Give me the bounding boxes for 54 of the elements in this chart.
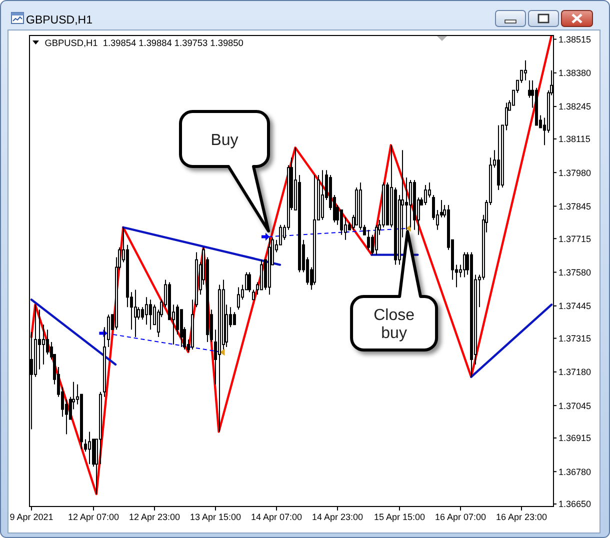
x-tick-label: 12 Apr 23:00 [128, 512, 180, 522]
candlestick [528, 80, 531, 98]
y-tick-label: 1.37445 [558, 301, 592, 312]
candlestick [237, 286, 240, 310]
candlestick [463, 252, 466, 278]
candlestick [42, 324, 45, 365]
annotation: Buy [210, 132, 238, 149]
candlestick [137, 306, 140, 320]
candlestick [84, 438, 87, 452]
y-tick-label: 1.37045 [558, 400, 592, 411]
x-tick-label: 14 Apr 07:00 [250, 512, 302, 522]
candlestick [424, 184, 427, 206]
y-tick-label: 1.37180 [558, 367, 592, 378]
candlestick [233, 312, 236, 326]
candlestick [134, 289, 137, 338]
y-tick-label: 1.37845 [558, 201, 592, 212]
candlestick [409, 180, 412, 228]
y-tick-label: 1.38115 [558, 134, 590, 144]
y-tick-label: 1.38380 [558, 68, 592, 78]
candlestick [145, 296, 148, 326]
x-tick-label: 16 Apr 23:00 [496, 512, 548, 522]
y-tick-label: 1.38245 [558, 102, 592, 112]
y-tick-label: 1.37715 [558, 234, 592, 244]
x-tick-label: 15 Apr 15:00 [374, 512, 426, 522]
candlestick [88, 431, 91, 465]
chart-subtitle: GBPUSD,H1 1.39854 1.39884 1.39753 1.39850 [44, 38, 244, 48]
x-tick-label: 16 Apr 07:00 [434, 512, 486, 522]
y-tick-label: 1.37980 [558, 168, 592, 178]
candlestick [248, 272, 251, 293]
candlestick [107, 314, 110, 348]
candlestick [141, 306, 144, 320]
y-tick-label: 1.38515 [558, 34, 592, 44]
candlestick [149, 299, 152, 330]
y-tick-label: 1.37315 [558, 333, 592, 344]
candlestick [321, 170, 324, 220]
candlestick [46, 329, 49, 355]
candlestick [405, 177, 408, 230]
candlestick [367, 229, 370, 250]
y-tick-label: 1.36915 [558, 433, 592, 444]
candlestick [375, 224, 378, 256]
line-series [30, 36, 553, 496]
x-tick-label: 13 Apr 15:00 [190, 512, 242, 522]
x-tick-label: 14 Apr 23:00 [312, 512, 364, 522]
candlestick [252, 289, 255, 300]
x-tick-label: 12 Apr 07:00 [68, 512, 120, 522]
x-tick-label: 9 Apr 2021 [10, 512, 54, 522]
candlestick [524, 60, 527, 81]
chart-title: GBPUSD,H1 [26, 14, 92, 26]
candlestick [176, 304, 179, 336]
candlestick [340, 209, 343, 236]
y-tick-label: 1.36650 [558, 499, 592, 510]
y-tick-label: 1.37580 [558, 267, 592, 278]
annotation: Close buy [374, 307, 415, 342]
y-tick-label: 1.36780 [558, 466, 592, 477]
